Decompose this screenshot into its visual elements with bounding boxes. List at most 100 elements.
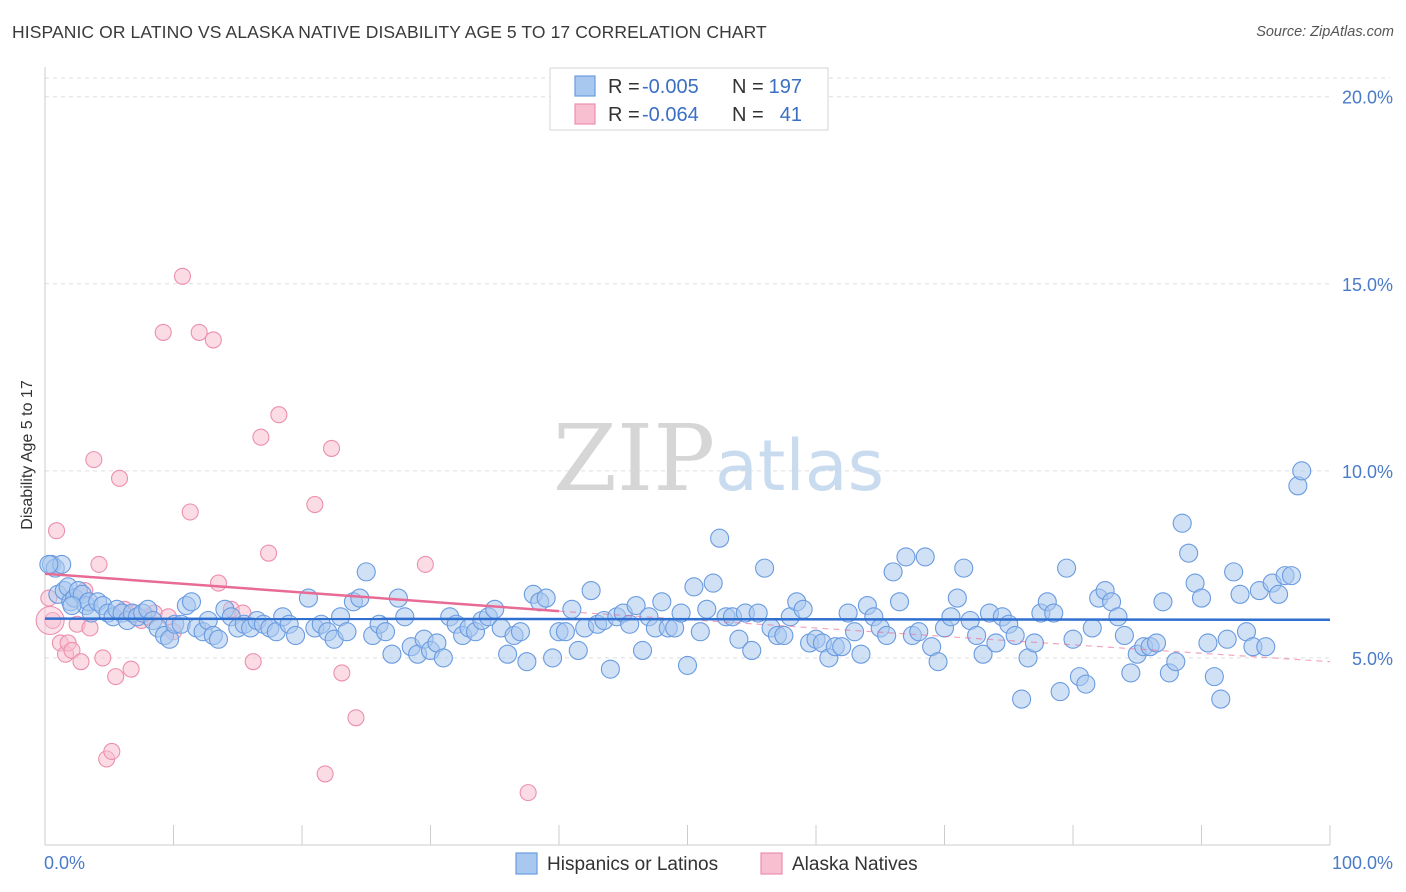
hispanic-point-134 xyxy=(844,622,865,642)
alaska-point-34 xyxy=(244,653,262,671)
alaska-point-19 xyxy=(122,660,140,678)
legend-n-value-2: 41 xyxy=(780,104,802,126)
bottom-legend-hispanics: Hispanics or Latinos xyxy=(547,854,718,875)
hispanic-point-192 xyxy=(1217,629,1237,649)
hispanic-point-36 xyxy=(208,629,229,649)
hispanic-point-90 xyxy=(562,599,582,619)
hispanic-point-204 xyxy=(1292,461,1312,481)
hispanic-point-126 xyxy=(793,599,813,619)
hispanic-point-61 xyxy=(375,622,396,642)
hispanic-point-191 xyxy=(1211,689,1231,709)
y-axis-title: Disability Age 5 to 17 xyxy=(19,380,36,530)
hispanic-point-89 xyxy=(555,622,575,642)
alaska-point-39 xyxy=(316,765,334,783)
hispanic-point-64 xyxy=(395,607,415,627)
hispanic-point-189 xyxy=(1198,633,1218,653)
bottom-legend-swatch-pink xyxy=(760,852,783,875)
hispanic-point-55 xyxy=(337,622,357,642)
alaska-point-8 xyxy=(72,653,90,671)
alaska-point-15 xyxy=(103,742,121,761)
y-tick-label-3: 20.0% xyxy=(1342,88,1393,108)
hispanic-point-132 xyxy=(832,637,852,657)
hispanic-point-176 xyxy=(1114,625,1134,646)
hispanic-point-145 xyxy=(915,547,935,567)
hispanic-point-110 xyxy=(690,622,710,642)
hispanic-point-168 xyxy=(1063,629,1083,649)
alaska-point-28 xyxy=(181,503,199,521)
alaska-point-27 xyxy=(173,267,192,285)
hispanic-point-167 xyxy=(1057,558,1077,578)
hispanic-point-147 xyxy=(928,652,948,672)
hispanic-point-175 xyxy=(1108,607,1128,627)
chart-source: Source: ZipAtlas.com xyxy=(1256,24,1394,40)
hispanic-trend-line xyxy=(44,617,1331,622)
hispanic-point-141 xyxy=(889,592,910,612)
legend-r-label-2: R = xyxy=(608,104,640,126)
alaska-point-1 xyxy=(44,611,62,630)
watermark-atlas: atlas xyxy=(715,425,884,507)
hispanic-point-78 xyxy=(485,599,505,619)
alaska-trend-line xyxy=(44,572,560,613)
correlation-legend: R = -0.005 N = 197 R = -0.064 N = 41 xyxy=(549,67,829,131)
hispanic-point-96 xyxy=(600,659,620,679)
hispanic-point-154 xyxy=(973,644,993,664)
hispanic-point-86 xyxy=(536,588,556,608)
hispanic-point-194 xyxy=(1230,584,1250,604)
x-tick-label-start: 0.0% xyxy=(44,853,85,873)
hispanic-point-156 xyxy=(986,633,1006,653)
hispanic-point-118 xyxy=(742,640,762,660)
hispanic-point-193 xyxy=(1224,562,1244,582)
legend-r-value-1: -0.005 xyxy=(642,76,699,98)
hispanic-point-162 xyxy=(1024,633,1044,653)
hispanic-point-93 xyxy=(581,581,601,601)
hispanic-point-144 xyxy=(909,622,929,642)
hispanic-point-142 xyxy=(896,547,916,567)
hispanic-point-120 xyxy=(755,558,775,578)
alaska-point-11 xyxy=(85,451,103,469)
hispanic-point-104 xyxy=(652,592,672,612)
hispanic-point-58 xyxy=(356,562,376,582)
hispanic-point-111 xyxy=(697,599,717,619)
alaska-point-13 xyxy=(94,649,112,667)
hispanic-point-135 xyxy=(851,644,871,664)
alaska-trend-dashed xyxy=(558,610,1331,663)
series-legend: Hispanics or Latinos Alaska Natives xyxy=(515,852,918,875)
hispanic-point-206 xyxy=(62,595,82,616)
hispanic-point-185 xyxy=(1172,513,1192,533)
alaska-point-large xyxy=(35,605,65,636)
alaska-point-16 xyxy=(107,668,125,686)
alaska-point-43 xyxy=(416,555,434,573)
legend-n-label-2: N = xyxy=(732,104,764,126)
bottom-legend-swatch-blue xyxy=(515,852,538,875)
legend-r-label-1: R = xyxy=(608,76,640,98)
hispanic-point-31 xyxy=(181,592,202,612)
hispanic-point-80 xyxy=(498,644,518,664)
y-tick-label-1: 10.0% xyxy=(1342,462,1393,482)
watermark-zip: ZIP xyxy=(553,405,715,512)
alaska-point-6 xyxy=(63,641,81,659)
hispanics-points xyxy=(39,461,1312,709)
alaska-point-44 xyxy=(519,784,537,802)
hispanic-point-171 xyxy=(1082,618,1102,638)
hispanic-point-160 xyxy=(1012,689,1032,709)
alaska-point-37 xyxy=(270,406,288,424)
hispanic-point-159 xyxy=(1005,625,1025,646)
hispanic-point-165 xyxy=(1044,603,1064,623)
legend-swatch-blue xyxy=(574,75,596,97)
hispanic-point-70 xyxy=(433,648,453,668)
legend-box xyxy=(549,67,829,131)
hispanic-point-83 xyxy=(517,652,537,672)
hispanic-point-184 xyxy=(1166,652,1186,672)
hispanic-point-62 xyxy=(382,644,402,664)
grid-lines xyxy=(45,77,1390,659)
hispanic-point-170 xyxy=(1076,674,1096,694)
hispanic-point-182 xyxy=(1153,592,1173,612)
y-tick-label-0: 5.0% xyxy=(1352,649,1393,669)
bottom-legend-alaska: Alaska Natives xyxy=(792,854,918,875)
alaska-point-38 xyxy=(306,495,324,514)
hispanic-point-87 xyxy=(543,648,563,668)
hispanic-point-82 xyxy=(510,622,531,642)
hispanic-point-166 xyxy=(1050,682,1070,702)
hispanic-point-181 xyxy=(1146,633,1167,653)
hispanic-point-101 xyxy=(632,640,653,660)
